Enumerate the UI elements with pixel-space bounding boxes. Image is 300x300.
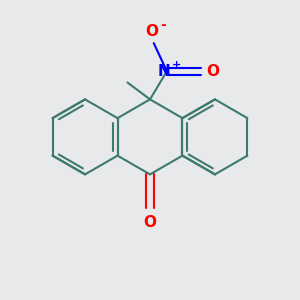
Text: O: O [206, 64, 219, 79]
Text: O: O [146, 24, 158, 39]
Text: N: N [158, 64, 171, 79]
Text: O: O [143, 215, 157, 230]
Text: +: + [172, 59, 181, 70]
Text: -: - [160, 18, 166, 32]
